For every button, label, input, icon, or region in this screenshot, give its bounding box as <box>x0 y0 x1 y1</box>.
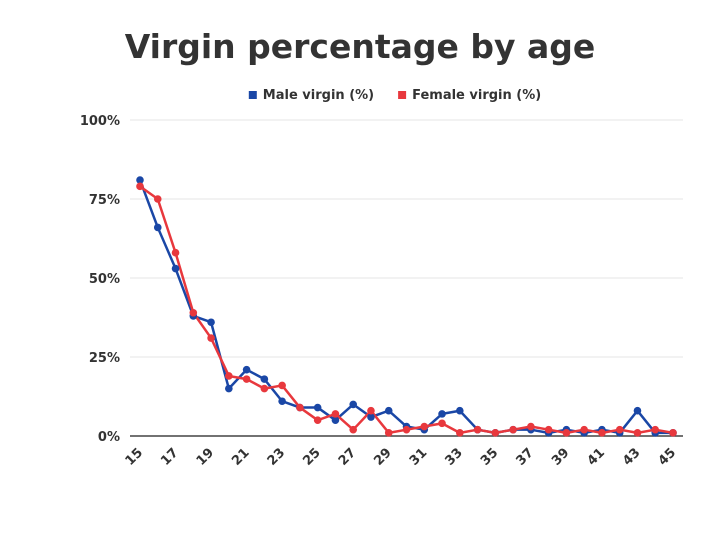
data-point-female <box>278 381 286 390</box>
y-axis-tick-labels: 0% 25% 50% 75% 100% <box>80 114 120 445</box>
data-point-female <box>225 372 233 380</box>
data-point-female <box>153 195 162 203</box>
legend-swatch <box>248 91 257 99</box>
chart-title: Virgin percentage by age <box>125 27 596 66</box>
data-point-female <box>562 429 571 437</box>
data-point-male <box>349 400 358 409</box>
gridlines <box>130 119 683 358</box>
data-point-male <box>171 264 180 273</box>
y-tick-label: 25% <box>89 351 120 366</box>
data-point-male <box>242 365 251 374</box>
legend: Male virgin (%) Female virgin (%) <box>248 88 541 103</box>
data-point-female <box>509 425 517 434</box>
data-point-female <box>544 425 553 434</box>
data-point-male <box>331 416 340 425</box>
y-tick-label: 0% <box>98 430 120 445</box>
data-point-female <box>296 403 304 412</box>
y-tick-label: 100% <box>80 114 120 129</box>
y-tick-label: 75% <box>89 193 120 208</box>
series-points <box>136 176 677 437</box>
series-line-male <box>138 178 675 435</box>
x-tick-label: 45 <box>656 445 679 468</box>
data-point-male <box>207 318 215 327</box>
data-point-female <box>580 425 588 434</box>
data-point-female <box>260 384 269 393</box>
data-point-male <box>136 176 144 184</box>
legend-item-male: Male virgin (%) <box>248 88 374 103</box>
legend-swatch <box>398 91 407 99</box>
data-point-male <box>278 397 286 406</box>
data-point-female <box>473 425 482 434</box>
x-tick-label: 25 <box>300 445 323 468</box>
data-point-female <box>136 182 144 191</box>
x-tick-label: 19 <box>194 445 217 468</box>
data-point-male <box>313 403 322 412</box>
data-point-female <box>402 425 411 434</box>
data-point-female <box>331 410 340 418</box>
data-point-male <box>384 406 393 415</box>
data-point-male <box>153 223 162 232</box>
x-tick-label: 37 <box>514 445 537 468</box>
data-point-female <box>456 429 464 437</box>
x-tick-label: 43 <box>620 445 643 468</box>
data-point-male <box>438 410 446 418</box>
data-point-female <box>189 308 198 317</box>
data-point-female <box>669 429 677 437</box>
data-point-female <box>438 419 446 428</box>
y-tick-label: 50% <box>89 272 120 287</box>
data-point-female <box>651 425 660 434</box>
data-point-male <box>260 375 269 383</box>
data-point-female <box>598 429 606 437</box>
data-point-female <box>242 375 251 383</box>
data-point-male <box>225 384 233 393</box>
x-axis-tick-labels: 15 17 19 21 23 25 27 29 31 33 35 37 39 41 43 45 <box>123 445 679 468</box>
data-point-female <box>633 429 642 437</box>
data-point-female <box>367 406 375 415</box>
data-point-female <box>527 422 535 431</box>
x-tick-label: 39 <box>549 445 572 468</box>
x-tick-label: 27 <box>336 445 359 468</box>
data-point-female <box>171 248 180 257</box>
data-point-male <box>633 406 642 415</box>
series-line-female <box>138 185 675 435</box>
x-tick-label: 17 <box>158 445 181 468</box>
data-point-male <box>456 406 464 415</box>
x-tick-label: 23 <box>265 445 288 468</box>
legend-label: Female virgin (%) <box>412 88 541 103</box>
x-tick-label: 41 <box>585 445 608 468</box>
x-tick-label: 35 <box>478 445 501 468</box>
data-point-female <box>207 334 215 342</box>
x-tick-label: 29 <box>371 445 394 468</box>
x-tick-label: 31 <box>407 445 430 468</box>
x-tick-label: 15 <box>123 445 146 468</box>
data-point-female <box>491 429 500 437</box>
data-point-female <box>615 425 624 434</box>
x-tick-label: 21 <box>229 445 252 468</box>
data-point-female <box>420 422 429 431</box>
legend-label: Male virgin (%) <box>263 88 374 103</box>
data-point-female <box>384 429 393 437</box>
data-point-male <box>367 413 375 421</box>
legend-item-female: Female virgin (%) <box>398 88 541 103</box>
x-tick-label: 33 <box>442 445 465 468</box>
data-point-female <box>349 425 358 434</box>
series-lines <box>138 178 675 435</box>
data-point-female <box>313 416 322 425</box>
